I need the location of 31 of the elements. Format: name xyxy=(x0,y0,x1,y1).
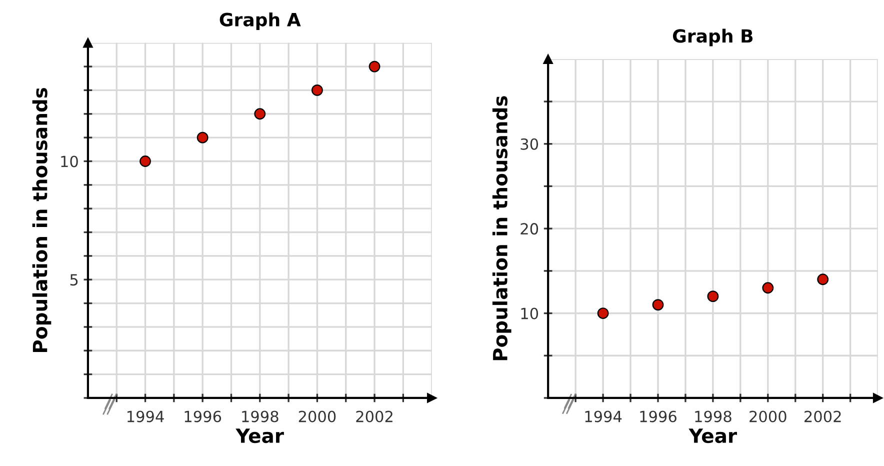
x-tick-label: 1996 xyxy=(640,410,676,422)
chart-title: Graph A xyxy=(220,12,301,30)
y-axis-title: Population in thousands xyxy=(492,96,512,360)
point xyxy=(762,282,774,294)
x-tick-label: 2000 xyxy=(298,410,336,422)
point xyxy=(196,132,208,144)
x-tick-label: 2000 xyxy=(750,410,786,422)
x-tick-label: 2002 xyxy=(804,410,841,422)
y-tick-label: 5 xyxy=(70,274,78,286)
y-tick-label: 10 xyxy=(61,156,78,168)
point xyxy=(368,60,380,72)
x-tick-label: 1998 xyxy=(695,410,732,422)
point xyxy=(140,156,151,167)
point xyxy=(254,108,266,120)
point xyxy=(707,290,719,302)
x-tick-label: 1994 xyxy=(128,410,164,422)
y-axis-title: Population in thousands xyxy=(32,88,52,352)
point xyxy=(597,308,609,319)
y-tick-label: 20 xyxy=(520,223,538,235)
point xyxy=(652,299,664,311)
x-axis-title: Year xyxy=(688,428,737,444)
chart-title: Graph B xyxy=(672,28,753,46)
x-tick-label: 2002 xyxy=(356,410,392,422)
x-axis-title: Year xyxy=(236,428,284,444)
y-tick-label: 30 xyxy=(520,138,538,150)
point xyxy=(817,274,829,286)
x-tick-label: 1996 xyxy=(184,410,222,422)
point xyxy=(312,84,323,96)
x-tick-label: 1998 xyxy=(242,410,278,422)
x-tick-label: 1994 xyxy=(585,410,622,422)
y-tick-label: 10 xyxy=(521,308,538,320)
